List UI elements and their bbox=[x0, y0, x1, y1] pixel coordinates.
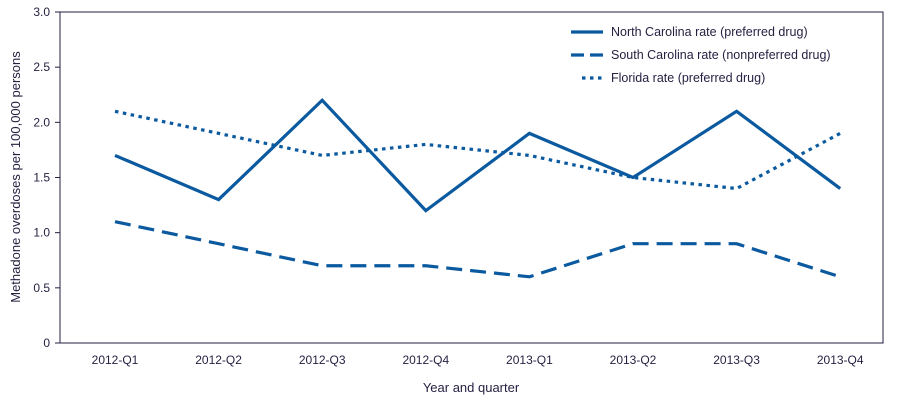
x-tick-label: 2012-Q4 bbox=[402, 353, 449, 367]
x-tick-label: 2013-Q2 bbox=[610, 353, 657, 367]
legend-label: Florida rate (preferred drug) bbox=[611, 71, 765, 85]
x-tick-label: 2013-Q3 bbox=[713, 353, 760, 367]
y-axis-label: Methadone overdoses per 100,000 persons bbox=[8, 51, 23, 303]
y-tick-label: 1.5 bbox=[33, 171, 50, 185]
x-tick-label: 2012-Q2 bbox=[195, 353, 242, 367]
y-tick-label: 1.0 bbox=[33, 226, 50, 240]
legend-label: North Carolina rate (preferred drug) bbox=[611, 25, 808, 39]
y-tick-label: 0 bbox=[43, 336, 50, 350]
x-axis-label: Year and quarter bbox=[423, 380, 520, 395]
x-tick-label: 2013-Q4 bbox=[817, 353, 864, 367]
y-tick-label: 3.0 bbox=[33, 5, 50, 19]
x-tick-label: 2012-Q3 bbox=[299, 353, 346, 367]
x-tick-label: 2013-Q1 bbox=[506, 353, 553, 367]
y-tick-label: 2.5 bbox=[33, 60, 50, 74]
y-tick-label: 2.0 bbox=[33, 115, 50, 129]
series-line-solid bbox=[115, 100, 840, 210]
y-tick-label: 0.5 bbox=[33, 281, 50, 295]
series-line-dashed bbox=[115, 222, 840, 277]
series-line-dotted bbox=[115, 111, 840, 188]
legend-label: South Carolina rate (nonpreferred drug) bbox=[611, 48, 831, 62]
x-tick-label: 2012-Q1 bbox=[92, 353, 139, 367]
